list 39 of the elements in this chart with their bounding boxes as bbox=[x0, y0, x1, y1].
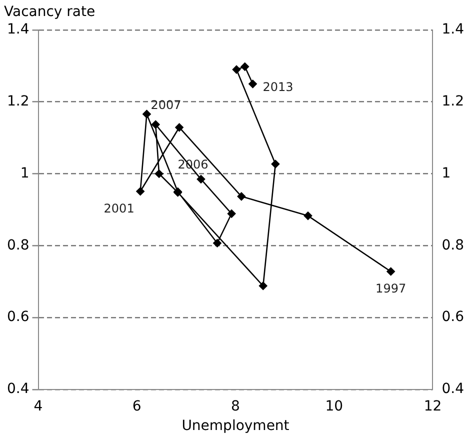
point bbox=[154, 170, 164, 178]
annotation: 2007 bbox=[150, 98, 182, 112]
y-tick-label: 0.8 bbox=[7, 237, 30, 254]
point bbox=[142, 110, 151, 118]
y-tick-label: 0.4 bbox=[7, 381, 30, 398]
y2-tick-label: 0.4 bbox=[442, 381, 464, 398]
point bbox=[227, 210, 236, 218]
x-axis-title: Unemployment bbox=[182, 418, 290, 434]
y-tick-label: 1.2 bbox=[7, 94, 30, 110]
x-tick-label: 8 bbox=[231, 398, 240, 414]
y2-tick-label: 1 bbox=[442, 165, 451, 182]
x-tick-label: 12 bbox=[424, 398, 442, 414]
x-tick-label: 4 bbox=[34, 398, 43, 414]
point bbox=[196, 175, 206, 184]
y-tick-label: 1.4 bbox=[7, 22, 30, 38]
point bbox=[304, 212, 312, 220]
y2-tick-label: 0.8 bbox=[442, 237, 464, 254]
y-axis-title: Vacancy rate bbox=[4, 4, 96, 20]
point bbox=[258, 282, 268, 290]
annotation: 1997 bbox=[376, 282, 406, 296]
y2-tick-label: 1.2 bbox=[442, 94, 464, 110]
point bbox=[248, 80, 257, 88]
y2-tick-label: 0.6 bbox=[442, 309, 464, 326]
y-tick-label: 1 bbox=[20, 165, 30, 182]
y2-tick-label: 1.4 bbox=[442, 22, 464, 38]
annotation: 2001 bbox=[104, 201, 134, 216]
x-tick-label: 6 bbox=[132, 398, 142, 414]
y-tick-label: 0.6 bbox=[7, 309, 30, 326]
point bbox=[232, 65, 241, 74]
point bbox=[213, 238, 222, 248]
point bbox=[136, 187, 144, 196]
point bbox=[237, 192, 246, 201]
point bbox=[240, 62, 250, 71]
x-tick-label: 10 bbox=[325, 398, 344, 414]
point bbox=[175, 123, 184, 132]
point bbox=[151, 120, 160, 129]
point bbox=[386, 267, 395, 276]
annotation: 2013 bbox=[262, 80, 294, 94]
point bbox=[271, 160, 280, 168]
